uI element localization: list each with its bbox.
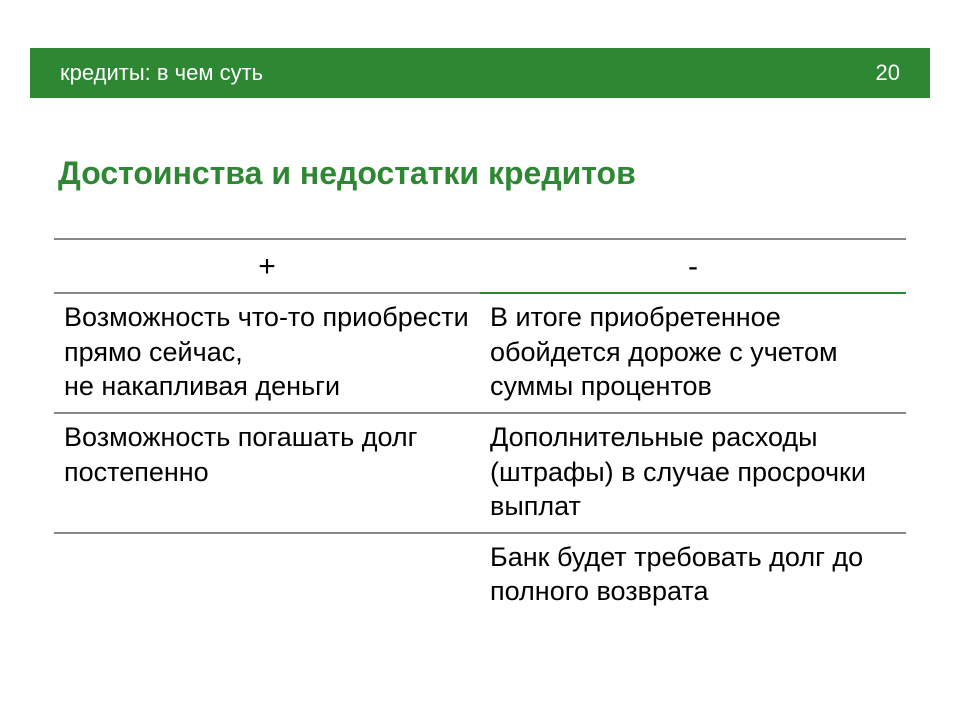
header-bar: кредиты: в чем суть 20 [30, 48, 930, 98]
table-row: Возможность погашать долг постепенно Доп… [54, 414, 906, 532]
page-number: 20 [876, 60, 900, 86]
pros-cons-table: + - Возможность что-то приобрести прямо … [54, 238, 906, 617]
col-header-minus: - [480, 240, 906, 292]
cell-minus: Дополнительные расходы (штрафы) в случае… [480, 414, 906, 532]
table-row: Возможность что-то приобрести прямо сейч… [54, 294, 906, 412]
breadcrumb: кредиты: в чем суть [60, 60, 263, 86]
table-row: Банк будет требовать долг до полного воз… [54, 534, 906, 617]
cell-plus: Возможность погашать долг постепенно [54, 414, 480, 532]
col-header-plus: + [54, 240, 480, 292]
cell-plus: Возможность что-то приобрести прямо сейч… [54, 294, 480, 412]
table-header-row: + - [54, 240, 906, 292]
cell-minus: Банк будет требовать долг до полного воз… [480, 534, 906, 617]
cell-minus: В итоге приобретенное обойдется дороже с… [480, 294, 906, 412]
cell-plus [54, 534, 480, 617]
page-title: Достоинства и недостатки кредитов [58, 155, 636, 192]
